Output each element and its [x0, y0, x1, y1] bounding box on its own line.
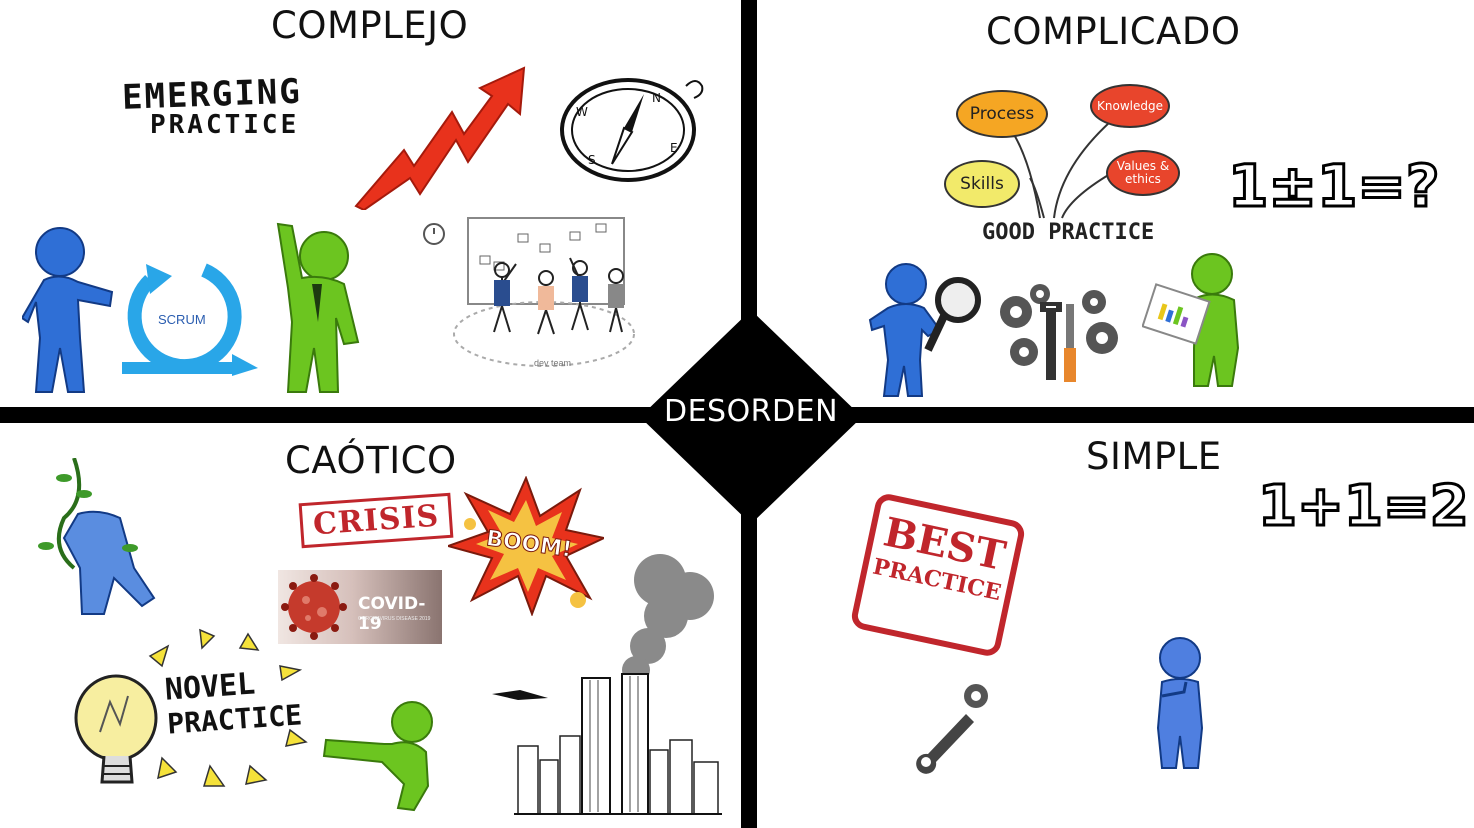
good-practice-label: GOOD PRACTICE	[982, 220, 1155, 245]
crisis-text: CRISIS	[311, 498, 441, 543]
complicado-equation: 1±1=?	[1227, 151, 1442, 222]
title-simple: SIMPLE	[1086, 435, 1222, 478]
dev-team-caption: dev team	[534, 358, 572, 368]
blue-person-magnifier-icon	[868, 263, 981, 397]
scrum-label: SCRUM	[158, 312, 206, 327]
blue-person-pointing-icon	[22, 227, 114, 393]
title-complicado: COMPLICADO	[986, 10, 1241, 53]
covid-banner: COVID-19 CORONAVIRUS DISEASE 2019	[278, 570, 442, 644]
bubble-knowledge: Knowledge	[1090, 84, 1170, 128]
practice-line: PRACTICE	[150, 110, 300, 140]
simple-equation: 1+1=2	[1257, 473, 1471, 541]
virus-icon	[281, 574, 347, 640]
bubble-skills: Skills	[944, 160, 1020, 208]
scrum-cycle-icon	[122, 263, 258, 376]
gears-tools-icon	[1000, 284, 1118, 382]
svg-text:E: E	[670, 141, 678, 155]
twin-towers-icon	[492, 554, 722, 815]
wrench-gear-icon	[916, 684, 988, 774]
novel-practice-text: NOVEL PRACTICE	[164, 663, 303, 740]
green-person-chart-icon	[1142, 253, 1240, 387]
crisis-stamp: CRISIS	[298, 492, 454, 549]
emerging-practice-text: EMERGING PRACTICE	[121, 72, 342, 140]
lightbulb-icon	[74, 674, 158, 784]
center-diamond	[640, 310, 862, 524]
bubble-process: Process	[956, 90, 1048, 138]
center-label-desorden: DESORDEN	[663, 394, 839, 429]
covid-subtitle: CORONAVIRUS DISEASE 2019	[358, 616, 431, 622]
svg-text:W: W	[576, 105, 588, 119]
best-practice-stamp: BEST PRACTICE	[849, 491, 1027, 659]
title-complejo: COMPLEJO	[271, 4, 469, 47]
blue-person-vines-icon	[38, 458, 156, 615]
bubble-values-ethics: Values & ethics	[1106, 150, 1180, 196]
title-caotico: CAÓTICO	[285, 439, 457, 482]
green-person-kicking-icon	[322, 701, 433, 812]
blue-person-thinking-icon	[1156, 637, 1204, 769]
rising-arrow-icon	[354, 66, 526, 210]
boom-burst-icon	[448, 476, 604, 616]
svg-text:S: S	[588, 153, 596, 167]
team-board-sketch-icon	[423, 217, 635, 367]
green-person-waving-icon	[276, 222, 360, 393]
covid-title: COVID-19	[358, 594, 426, 634]
emerging-line: EMERGING	[121, 71, 303, 118]
idea-sparks-icon	[148, 628, 308, 787]
svg-text:N: N	[652, 91, 661, 105]
compass-icon: N E S W	[560, 78, 704, 182]
